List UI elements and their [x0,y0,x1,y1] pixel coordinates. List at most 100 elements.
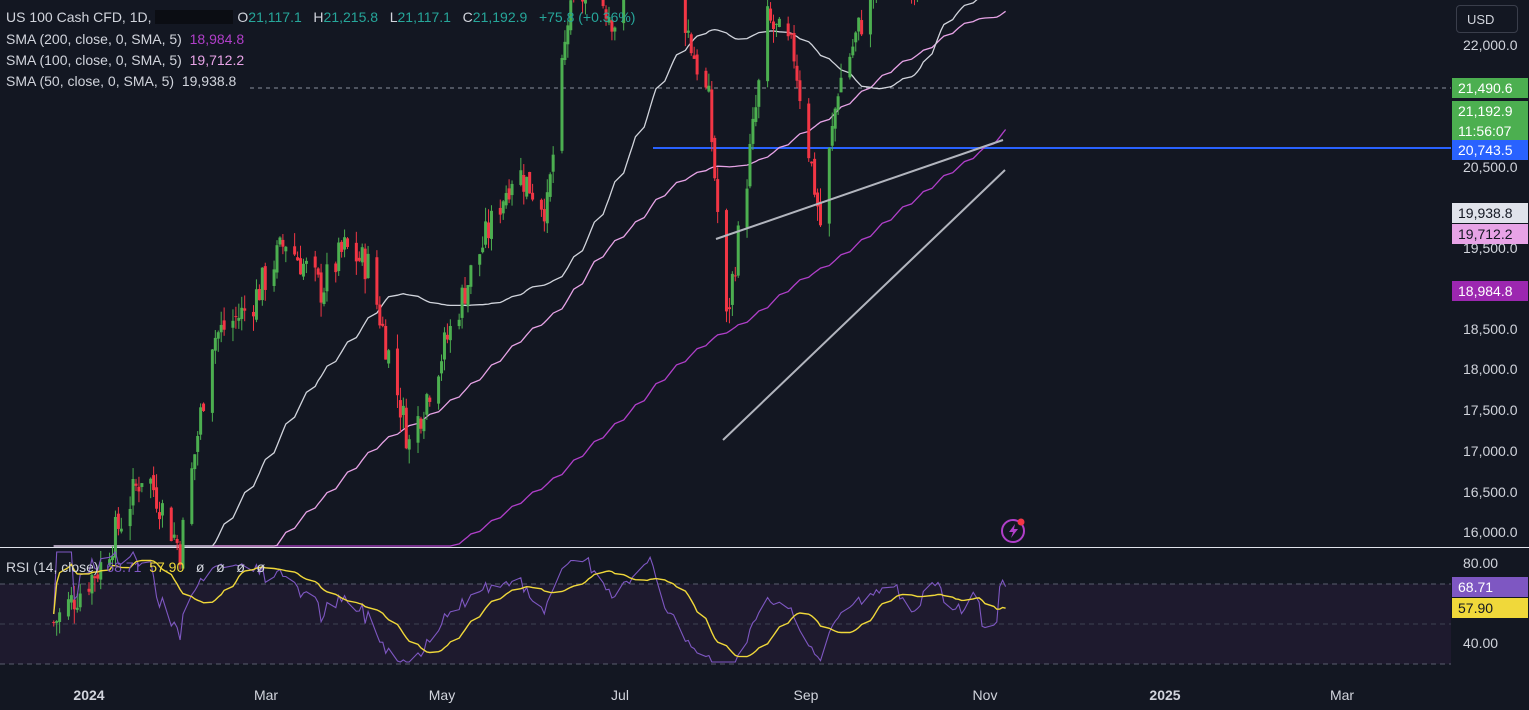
open-value: 21,117.1 [248,9,302,25]
candle-body [363,248,367,280]
currency-button[interactable]: USD [1456,5,1518,33]
candle-body [757,80,761,107]
candle-body [137,486,141,492]
candle-body [260,267,264,301]
candle-body [190,468,194,524]
candle-body [58,612,62,622]
candle-body [704,70,708,88]
candle-body [93,576,97,579]
candle-body [525,176,529,197]
candle-body [854,32,858,43]
sma100-line [53,10,1006,547]
candles-series [52,0,918,636]
candle-body [422,419,426,432]
candle-body [466,285,470,306]
candle-body [360,247,364,263]
candle-body [724,210,728,312]
sma50-label: SMA (50, close, 0, SMA, 5) [6,73,175,89]
candle-body [560,58,564,151]
candle-body [610,20,614,32]
sma200-price-label: 18,984.8 [1452,281,1528,301]
candle-body [498,207,502,215]
price-tick: 16,500.0 [1463,484,1518,500]
candle-body [810,161,814,164]
time-tick: Jul [611,687,629,703]
candle-body [128,508,132,527]
candle-body [304,260,308,264]
candle-body [69,595,73,603]
candle-body [316,268,320,275]
candle-body [284,246,288,252]
symbol-name: US 100 Cash CFD, 1D, [6,9,152,25]
candle-body [542,209,546,222]
candle-body [457,319,461,327]
redacted-box [155,10,234,24]
candle-body [387,350,391,364]
candle-body [134,483,138,486]
candle-body [199,407,203,435]
candle-body [52,622,56,624]
candle-body [751,118,755,144]
candle-body [275,245,279,273]
sma100-legend[interactable]: SMA (100, close, 0, SMA, 5) 19,712.2 [6,52,244,68]
candle-body [601,0,605,7]
candle-body [686,30,690,33]
high-value: 21,215.8 [323,9,379,25]
candle-body [733,275,737,277]
time-tick: Mar [253,687,279,703]
candle-body [111,555,115,561]
candle-body [281,239,285,247]
rsi-tick: 80.00 [1463,555,1499,571]
candle-body [748,143,752,187]
candle-body [257,288,261,301]
lightning-icon[interactable] [1001,518,1025,543]
candle-body [140,483,144,487]
candle-body [551,154,555,172]
sma50-price-label: 19,938.8 [1452,203,1528,223]
trendline-upper[interactable] [715,139,1004,240]
rsi-tick: 40.00 [1463,635,1499,651]
candle-body [113,516,117,558]
symbol-legend: US 100 Cash CFD, 1D, O21,117.1 H21,215.8… [6,9,635,25]
candle-body [507,188,511,200]
rsi-legend[interactable]: RSI (14, close) 68.71 57.90 ø ø ø ø [6,559,265,575]
candle-body [178,544,182,566]
candle-body [777,18,781,27]
candle-body [72,599,76,610]
candle-body [169,507,173,542]
candle-body [833,108,837,129]
trendline-lower[interactable] [722,169,1006,441]
candle-body [243,308,247,311]
candle-body [807,103,811,159]
candle-body [346,238,350,247]
rsi-label: RSI (14, close) [6,559,99,575]
candle-body [604,9,608,19]
resistance-label: 20,743.5 [1452,140,1528,160]
rsi-ma-label: 57.90 [1452,598,1528,618]
candle-body [683,0,687,33]
candle-body [407,439,411,450]
candle-body [152,475,156,491]
candle-body [131,478,135,506]
candle-body [730,273,734,305]
candle-body [416,416,420,443]
candle-body [545,192,549,224]
candle-body [395,348,399,396]
sma50-legend[interactable]: SMA (50, close, 0, SMA, 5) 19,938.8 [6,73,236,89]
candle-body [202,403,206,411]
candle-body [707,85,711,92]
sma200-legend[interactable]: SMA (200, close, 0, SMA, 5) 18,984.8 [6,31,244,47]
candle-body [754,107,758,122]
price-tick: 17,500.0 [1463,402,1518,418]
candle-body [769,8,773,21]
candle-body [296,257,300,261]
candle-body [425,394,429,415]
candle-body [78,593,82,608]
sma100-path [53,10,1006,547]
candle-body [301,263,305,277]
candle-body [816,192,820,207]
candle-body [786,23,790,37]
candle-body [478,254,482,265]
candle-body [181,519,185,569]
